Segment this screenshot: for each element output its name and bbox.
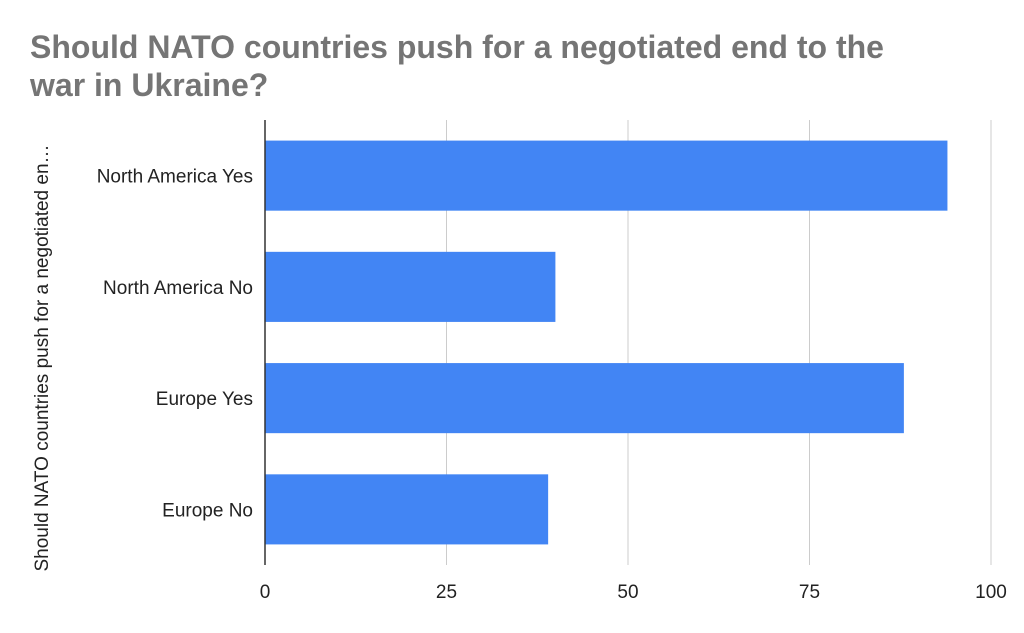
bar-north-america-no bbox=[265, 251, 556, 322]
category-label-north-america-no: North America No bbox=[103, 278, 253, 299]
x-tick-label-0: 0 bbox=[260, 582, 271, 603]
x-tick-labels: 0 25 50 75 100 bbox=[260, 582, 1007, 603]
x-tick-label-100: 100 bbox=[975, 582, 1007, 603]
x-tick-label-50: 50 bbox=[617, 582, 638, 603]
bar-europe-no bbox=[265, 474, 549, 545]
bars bbox=[265, 140, 948, 545]
x-tick-label-25: 25 bbox=[436, 582, 457, 603]
category-labels: North America Yes North America No Europe … bbox=[97, 167, 253, 522]
chart-title-line-1: Should NATO countries push for a negotia… bbox=[30, 29, 884, 65]
category-label-europe-yes: Europe Yes bbox=[156, 389, 253, 410]
category-label-europe-no: Europe No bbox=[162, 500, 253, 521]
chart-title-line-2: war in Ukraine? bbox=[29, 67, 268, 103]
x-tick-label-75: 75 bbox=[799, 582, 820, 603]
category-label-north-america-yes: North America Yes bbox=[97, 167, 253, 188]
bar-north-america-yes bbox=[265, 140, 948, 211]
bar-europe-yes bbox=[265, 363, 904, 434]
y-axis-label: Should NATO countries push for a negotia… bbox=[32, 144, 53, 571]
